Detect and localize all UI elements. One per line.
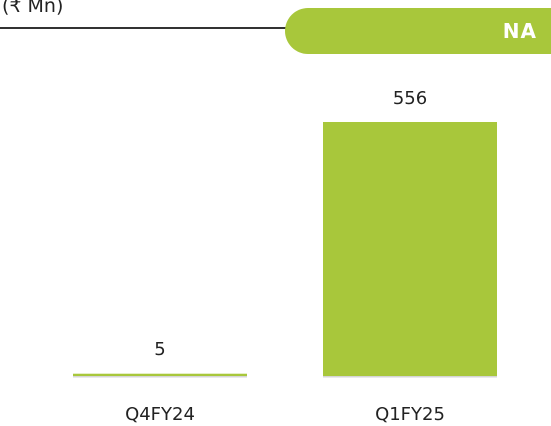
unit-label: (₹ Mn) bbox=[2, 0, 64, 17]
badge-text: NA bbox=[502, 19, 537, 43]
data-label-q1fy25: 556 bbox=[393, 88, 427, 109]
bar-q4fy24 bbox=[73, 373, 247, 376]
status-badge: NA bbox=[285, 8, 551, 54]
tick-label-q4fy24: Q4FY24 bbox=[125, 404, 195, 425]
data-label-q4fy24: 5 bbox=[154, 339, 165, 360]
header-divider bbox=[0, 27, 300, 29]
bar-q1fy25 bbox=[323, 122, 497, 376]
tick-label-q1fy25: Q1FY25 bbox=[375, 404, 445, 425]
